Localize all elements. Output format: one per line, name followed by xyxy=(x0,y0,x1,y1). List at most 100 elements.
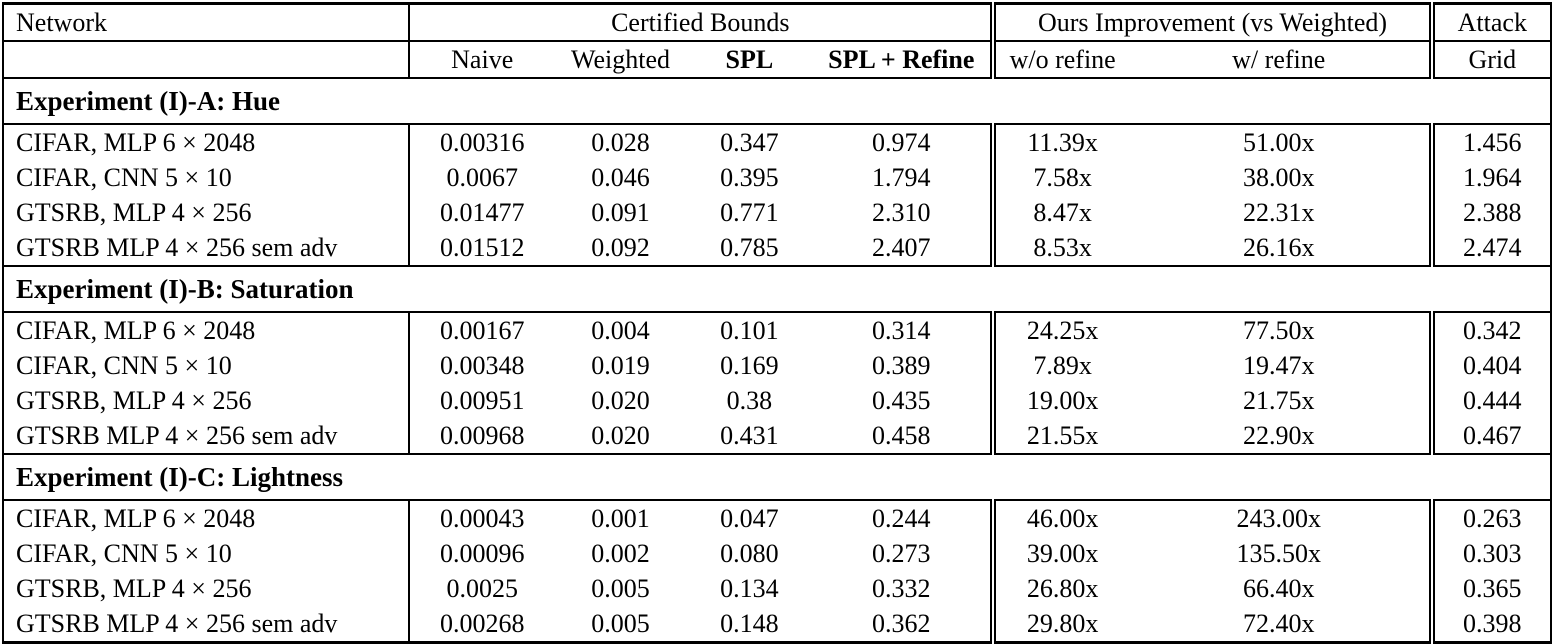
header-weighted: Weighted xyxy=(554,41,687,79)
table-row: GTSRB MLP 4 × 256 sem adv 0.01512 0.092 … xyxy=(3,230,1551,266)
w-refine-cell: 66.40x xyxy=(1242,573,1315,603)
weighted-cell: 0.020 xyxy=(591,385,650,415)
w-refine-cell: 21.75x xyxy=(1242,385,1315,415)
table-row: GTSRB, MLP 4 × 256 0.01477 0.091 0.771 2… xyxy=(3,195,1551,230)
table-row: CIFAR, MLP 6 × 2048 0.00316 0.028 0.347 … xyxy=(3,124,1551,160)
weighted-cell: 0.019 xyxy=(591,350,650,380)
wo-refine-cell: 21.55x xyxy=(990,418,1129,454)
w-refine-cell: 77.50x xyxy=(1242,315,1315,345)
w-refine-cell: 26.16x xyxy=(1242,232,1315,262)
network-cell: CIFAR, MLP 6 × 2048 xyxy=(3,500,411,536)
weighted-cell: 0.005 xyxy=(591,573,650,603)
weighted-cell: 0.005 xyxy=(591,608,650,638)
weighted-cell: 0.091 xyxy=(591,197,650,227)
naive-cell: 0.00167 xyxy=(439,315,525,345)
naive-cell: 0.0025 xyxy=(446,573,518,603)
wo-refine-cell: 26.80x xyxy=(990,571,1129,606)
w-refine-cell: 22.31x xyxy=(1242,197,1315,227)
wo-refine-cell: 11.39x xyxy=(990,124,1129,160)
spl-cell: 0.771 xyxy=(720,197,779,227)
w-refine-cell: 19.47x xyxy=(1242,350,1315,380)
w-refine-cell: 51.00x xyxy=(1242,127,1315,157)
w-refine-cell: 38.00x xyxy=(1242,162,1315,192)
header-row-groups: Network Certified Bounds Ours Improvemen… xyxy=(3,3,1551,42)
weighted-cell: 0.028 xyxy=(591,127,650,157)
network-cell: GTSRB, MLP 4 × 256 xyxy=(3,383,411,418)
spl-refine-cell: 0.273 xyxy=(872,538,931,568)
network-cell: GTSRB MLP 4 × 256 sem adv xyxy=(3,418,411,454)
grid-cell: 0.467 xyxy=(1428,418,1551,454)
table-row: CIFAR, CNN 5 × 10 0.0067 0.046 0.395 1.7… xyxy=(3,160,1551,195)
header-wo-refine: w/o refine xyxy=(990,41,1129,79)
naive-cell: 0.00043 xyxy=(439,503,525,533)
spl-refine-cell: 0.458 xyxy=(872,420,931,450)
section-title: Experiment (I)-A: Hue xyxy=(3,77,1551,125)
grid-cell: 2.388 xyxy=(1428,195,1551,230)
header-grid: Grid xyxy=(1428,41,1551,79)
table-row: CIFAR, MLP 6 × 2048 0.00043 0.001 0.047 … xyxy=(3,500,1551,536)
spl-cell: 0.047 xyxy=(720,503,779,533)
header-network-empty xyxy=(3,41,411,79)
grid-cell: 0.444 xyxy=(1428,383,1551,418)
spl-refine-cell: 2.407 xyxy=(872,232,931,262)
spl-refine-cell: 0.435 xyxy=(872,385,931,415)
network-cell: CIFAR, CNN 5 × 10 xyxy=(3,160,411,195)
spl-refine-cell: 0.314 xyxy=(872,315,931,345)
grid-cell: 2.474 xyxy=(1428,230,1551,266)
network-cell: CIFAR, CNN 5 × 10 xyxy=(3,348,411,383)
section-title: Experiment (I)-B: Saturation xyxy=(3,265,1551,313)
section-header-hue: Experiment (I)-A: Hue xyxy=(3,77,1551,125)
grid-cell: 0.398 xyxy=(1428,606,1551,643)
spl-cell: 0.347 xyxy=(720,127,779,157)
grid-cell: 0.404 xyxy=(1428,348,1551,383)
naive-cell: 0.00268 xyxy=(439,608,525,638)
network-cell: CIFAR, MLP 6 × 2048 xyxy=(3,312,411,348)
network-cell: GTSRB MLP 4 × 256 sem adv xyxy=(3,230,411,266)
spl-refine-cell: 2.310 xyxy=(872,197,931,227)
grid-cell: 1.456 xyxy=(1428,124,1551,160)
section-header-lightness: Experiment (I)-C: Lightness xyxy=(3,453,1551,501)
weighted-cell: 0.092 xyxy=(591,232,650,262)
spl-cell: 0.148 xyxy=(720,608,779,638)
table-row: GTSRB, MLP 4 × 256 0.00951 0.020 0.38 0.… xyxy=(3,383,1551,418)
grid-cell: 0.365 xyxy=(1428,571,1551,606)
spl-cell: 0.101 xyxy=(720,315,779,345)
header-row-sub: Naive Weighted SPL SPL + Refine w/o refi… xyxy=(3,41,1551,79)
network-cell: CIFAR, CNN 5 × 10 xyxy=(3,536,411,571)
wo-refine-cell: 7.58x xyxy=(990,160,1129,195)
wo-refine-cell: 8.53x xyxy=(990,230,1129,266)
naive-cell: 0.01512 xyxy=(439,232,525,262)
network-cell: GTSRB, MLP 4 × 256 xyxy=(3,571,411,606)
header-ours-improvement: Ours Improvement (vs Weighted) xyxy=(990,3,1432,42)
w-refine-cell: 22.90x xyxy=(1242,420,1315,450)
spl-cell: 0.431 xyxy=(720,420,779,450)
spl-refine-cell: 0.244 xyxy=(872,503,931,533)
network-cell: GTSRB MLP 4 × 256 sem adv xyxy=(3,606,411,643)
wo-refine-cell: 8.47x xyxy=(990,195,1129,230)
grid-cell: 0.303 xyxy=(1428,536,1551,571)
table-row: CIFAR, CNN 5 × 10 0.00096 0.002 0.080 0.… xyxy=(3,536,1551,571)
w-refine-cell: 72.40x xyxy=(1242,608,1315,638)
w-refine-cell: 135.50x xyxy=(1236,538,1321,568)
weighted-cell: 0.002 xyxy=(591,538,650,568)
weighted-cell: 0.001 xyxy=(591,503,650,533)
spl-refine-cell: 0.332 xyxy=(872,573,931,603)
spl-refine-cell: 1.794 xyxy=(872,162,931,192)
table-row: CIFAR, MLP 6 × 2048 0.00167 0.004 0.101 … xyxy=(3,312,1551,348)
header-attack: Attack xyxy=(1428,3,1551,42)
naive-cell: 0.00316 xyxy=(439,127,525,157)
grid-cell: 1.964 xyxy=(1428,160,1551,195)
header-w-refine: w/ refine xyxy=(1128,41,1432,79)
table-row: GTSRB MLP 4 × 256 sem adv 0.00968 0.020 … xyxy=(3,418,1551,454)
header-certified-bounds: Certified Bounds xyxy=(409,3,994,42)
section-header-saturation: Experiment (I)-B: Saturation xyxy=(3,265,1551,313)
spl-cell: 0.395 xyxy=(720,162,779,192)
spl-refine-cell: 0.389 xyxy=(872,350,931,380)
naive-cell: 0.00968 xyxy=(439,420,525,450)
spl-refine-cell: 0.974 xyxy=(872,127,931,157)
network-cell: CIFAR, MLP 6 × 2048 xyxy=(3,124,411,160)
weighted-cell: 0.004 xyxy=(591,315,650,345)
weighted-cell: 0.020 xyxy=(591,420,650,450)
